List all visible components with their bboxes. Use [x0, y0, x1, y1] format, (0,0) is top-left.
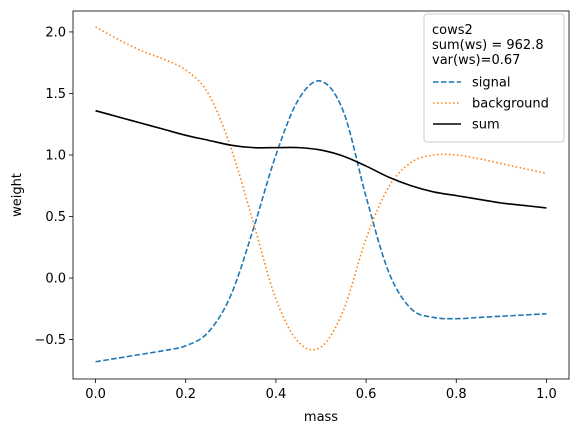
legend-entries: signal background sum: [433, 76, 549, 133]
y-axis-label: weight: [10, 173, 25, 217]
y-axis: −0.5 0.0 0.5 1.0 1.5 2.0: [34, 25, 73, 348]
y-tick-label: 0.5: [45, 210, 66, 225]
series-line-signal: [95, 80, 547, 363]
x-tick-label: 0.6: [356, 387, 377, 402]
legend-box: [423, 13, 565, 143]
legend-label-sum: sum: [472, 118, 500, 133]
x-tick-label: 1.0: [536, 387, 557, 402]
x-axis-label: mass: [304, 410, 338, 425]
y-tick-label: −0.5: [34, 333, 66, 348]
y-tick-label: 2.0: [45, 25, 66, 40]
y-tick-label: 1.0: [45, 149, 66, 164]
series-line-sum: [95, 109, 547, 209]
legend: cows2 sum(ws) = 962.8 var(ws)=0.67 signa…: [423, 13, 565, 143]
legend-label-signal: signal: [472, 76, 510, 91]
legend-title-line: sum(ws) = 962.8: [432, 38, 544, 53]
x-tick-label: 0.2: [175, 387, 196, 402]
y-tick-label: 1.5: [45, 87, 66, 102]
plot-area: [95, 26, 547, 363]
x-tick-label: 0.0: [85, 387, 106, 402]
y-tick-label: 0.0: [45, 272, 66, 287]
axes-frame: [72, 10, 570, 380]
x-axis: 0.0 0.2 0.4 0.6 0.8 1.0: [85, 379, 557, 402]
x-tick-label: 0.4: [266, 387, 287, 402]
x-tick-label: 0.8: [446, 387, 467, 402]
legend-title-line: var(ws)=0.67: [432, 53, 520, 68]
legend-title-line: cows2: [432, 23, 473, 38]
legend-label-background: background: [472, 97, 549, 112]
